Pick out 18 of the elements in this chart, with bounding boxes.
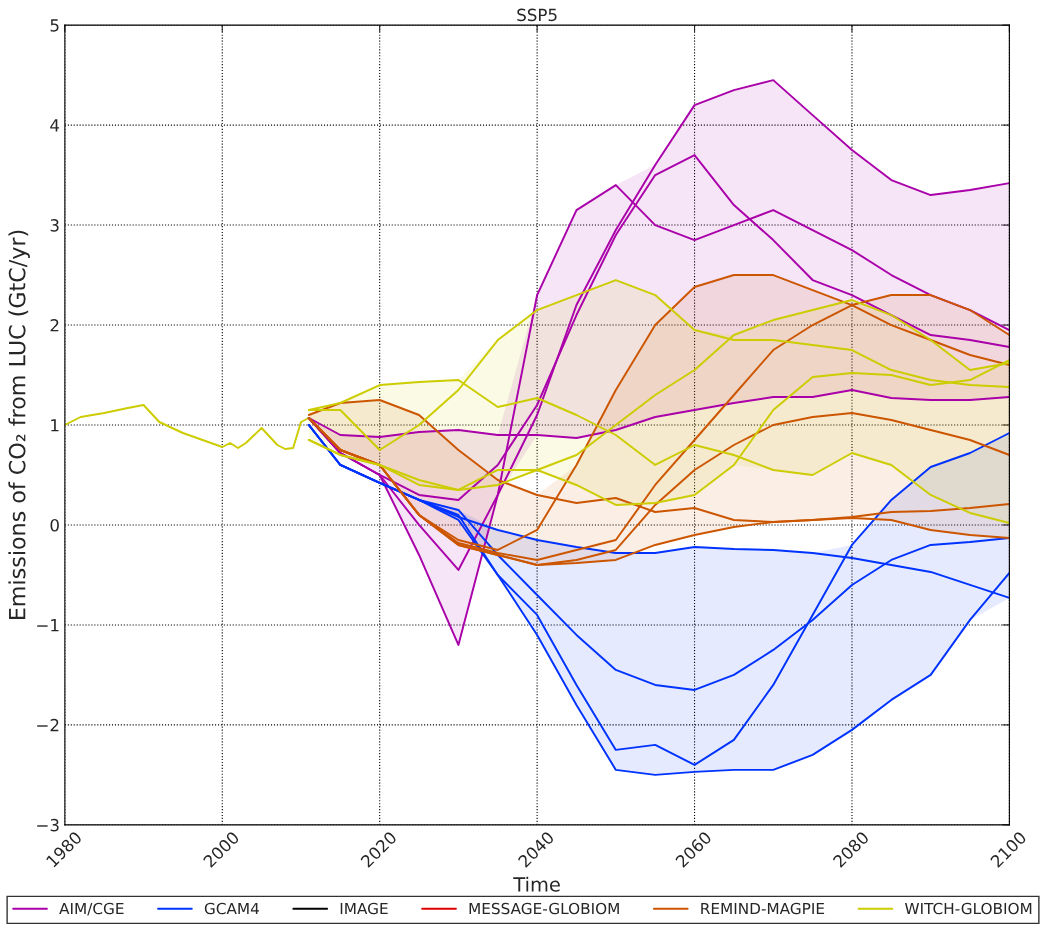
legend-label: IMAGE [340, 902, 388, 915]
y-tick-label: −2 [37, 718, 59, 732]
y-tick-label: 1 [51, 419, 59, 432]
legend-label: GCAM4 [204, 902, 259, 915]
y-tick-label: 2 [50, 319, 59, 332]
legend-label: REMIND-MAGPIE [701, 902, 825, 915]
y-tick-label: 3 [50, 219, 59, 232]
x-axis-title: Time [513, 876, 560, 892]
y-tick-label: −1 [37, 619, 59, 632]
y-tick-label: −3 [37, 818, 59, 832]
y-axis-title: Emissions of CO₂ from LUC (GtC/yr) [8, 230, 30, 620]
y-tick-label: 0 [50, 518, 59, 532]
legend-label: WITCH-GLOBIOM [904, 902, 1032, 915]
legend-label: AIM/CGE [59, 902, 124, 916]
chart-title: SSP5 [517, 8, 557, 22]
y-tick-label: 5 [50, 19, 59, 32]
y-tick-label: 4 [50, 119, 60, 132]
legend-label: MESSAGE-GLOBIOM [469, 902, 619, 915]
